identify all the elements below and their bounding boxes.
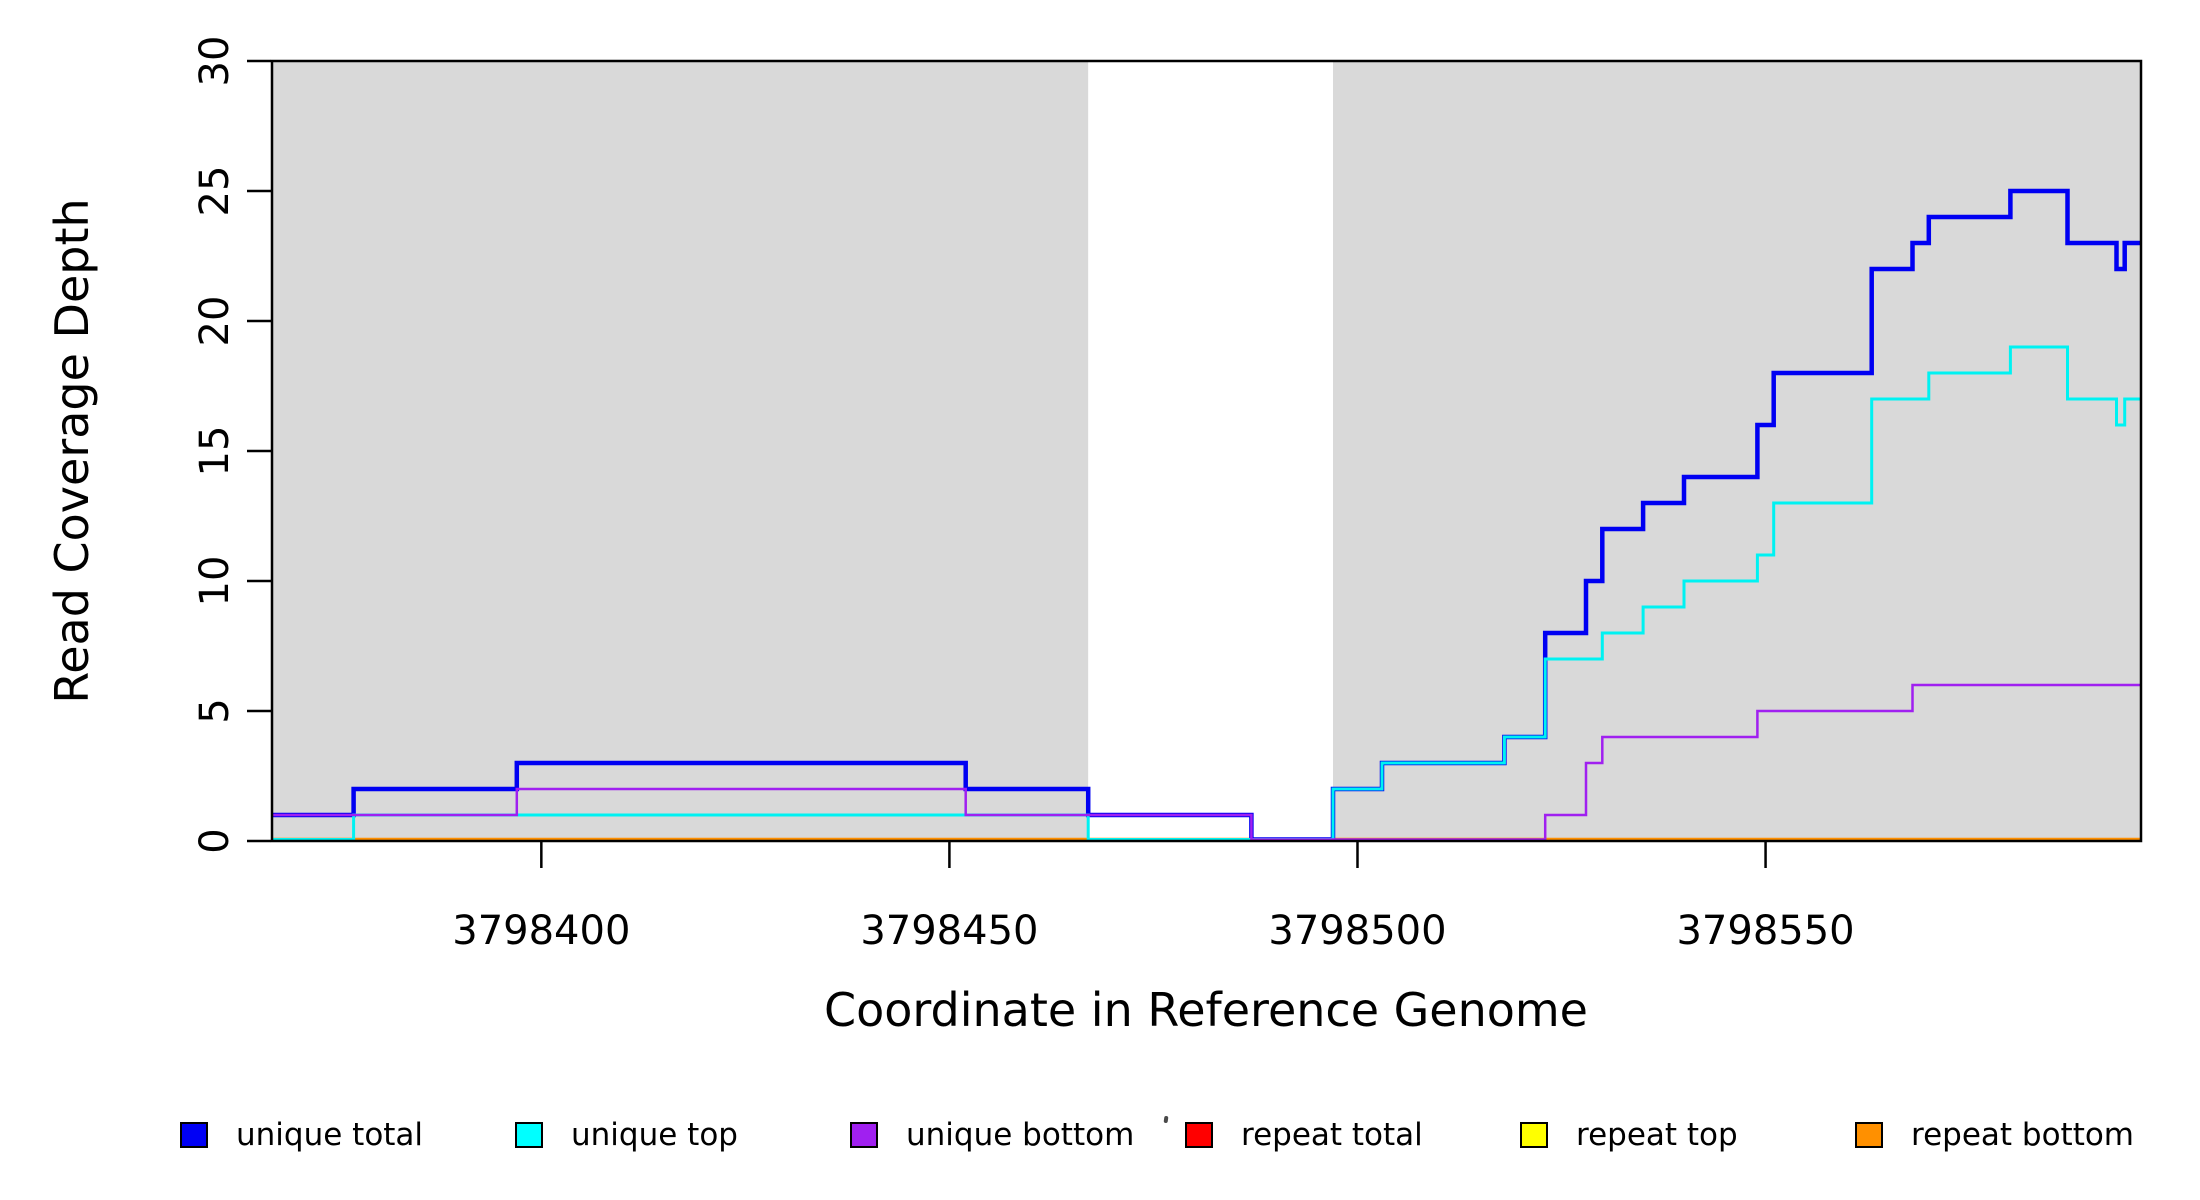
- y-tick-label: 30: [192, 36, 238, 87]
- series-unique-top: [272, 345, 2141, 841]
- series-lines: [272, 188, 2141, 842]
- y-tick-label: 15: [192, 426, 238, 477]
- x-tick-label: 3798450: [860, 908, 1038, 954]
- plot-frame: [270, 59, 2143, 843]
- series-unique-bottom: [272, 683, 2141, 841]
- y-axis: 0 5 10 15 20 25 30: [192, 36, 271, 854]
- y-tick-label: 20: [192, 296, 238, 347]
- series-unique-total: [272, 188, 2141, 842]
- y-tick-label: 5: [192, 698, 238, 723]
- unique-region-left: [272, 61, 1089, 841]
- x-tick-label: 3798500: [1268, 908, 1446, 954]
- unique-region-right: [1333, 61, 2141, 841]
- x-axis: 3798400 3798450 3798500 3798550: [452, 842, 1855, 954]
- x-axis-title: Coordinate in Reference Genome: [824, 983, 1588, 1037]
- y-tick-label: 0: [192, 828, 238, 853]
- y-axis-title: Read Coverage Depth: [45, 198, 99, 703]
- x-tick-label: 3798550: [1676, 908, 1854, 954]
- y-tick-label: 10: [192, 556, 238, 607]
- shaded-regions: [272, 61, 2141, 841]
- x-tick-label: 3798400: [452, 908, 630, 954]
- y-tick-label: 25: [192, 166, 238, 217]
